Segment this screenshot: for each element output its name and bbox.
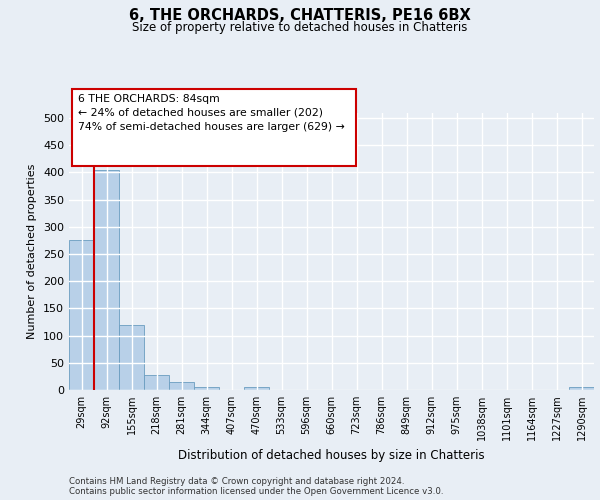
Y-axis label: Number of detached properties: Number of detached properties [28,164,37,339]
Text: Size of property relative to detached houses in Chatteris: Size of property relative to detached ho… [133,21,467,34]
Text: 6 THE ORCHARDS: 84sqm
← 24% of detached houses are smaller (202)
74% of semi-det: 6 THE ORCHARDS: 84sqm ← 24% of detached … [78,94,345,132]
Text: 6, THE ORCHARDS, CHATTERIS, PE16 6BX: 6, THE ORCHARDS, CHATTERIS, PE16 6BX [129,8,471,22]
Bar [69,240,94,390]
Bar [194,388,219,390]
Bar [244,386,269,390]
Text: Contains HM Land Registry data © Crown copyright and database right 2024.: Contains HM Land Registry data © Crown c… [69,478,404,486]
Bar [169,382,194,390]
Bar [569,388,594,390]
Bar [119,324,144,390]
X-axis label: Distribution of detached houses by size in Chatteris: Distribution of detached houses by size … [178,449,485,462]
Bar [94,170,119,390]
Bar [144,375,169,390]
Text: Contains public sector information licensed under the Open Government Licence v3: Contains public sector information licen… [69,488,443,496]
